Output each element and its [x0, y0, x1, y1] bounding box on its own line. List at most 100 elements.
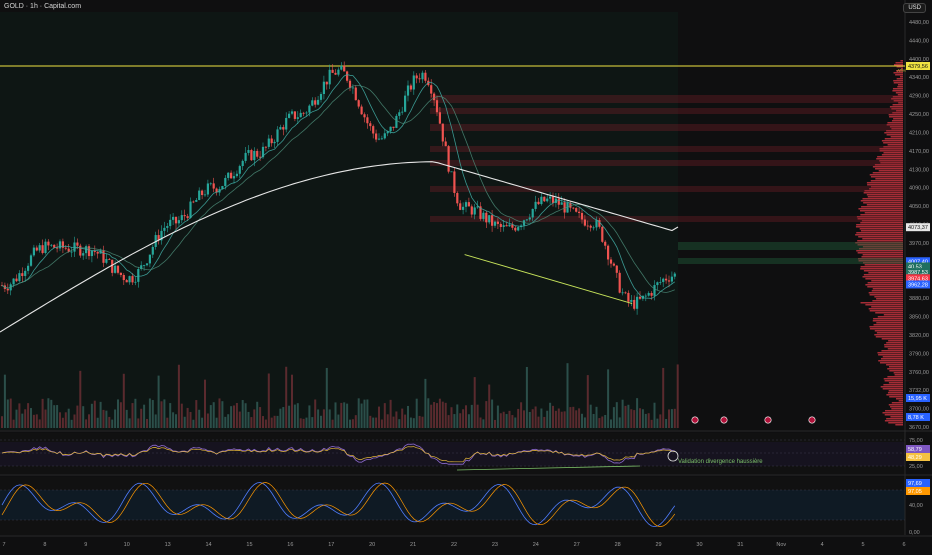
volume-profile-bar	[895, 92, 903, 94]
volume-profile-bar	[895, 424, 903, 426]
rsi-signal-line	[1, 446, 675, 463]
volume-bar	[88, 414, 90, 428]
candle-body	[241, 160, 244, 167]
candle-body	[583, 219, 586, 226]
candle-body	[44, 241, 47, 254]
candle-body	[82, 253, 85, 256]
candle-body	[595, 220, 598, 228]
volume-profile-bar	[868, 272, 903, 274]
volume-profile-bar	[893, 118, 903, 120]
volume-profile-bar	[888, 114, 903, 116]
volume-profile-bar	[896, 66, 903, 68]
candle-body	[534, 201, 537, 209]
volume-bar	[195, 400, 198, 428]
volume-profile-bar	[881, 140, 903, 142]
divergence-trendline	[464, 254, 633, 304]
candle-body	[491, 215, 494, 226]
volume-profile-bar	[891, 98, 903, 100]
candle-body	[473, 207, 476, 215]
volume-bar	[465, 405, 467, 428]
volume-profile-bar	[892, 96, 903, 98]
volume-bar	[415, 398, 418, 428]
candle-body	[372, 126, 375, 134]
candle-body	[636, 296, 639, 309]
candle-body	[93, 250, 96, 252]
volume-profile-bar	[882, 356, 903, 358]
candle-body	[485, 212, 488, 223]
volume-bar	[618, 417, 621, 428]
volume-profile-bar	[860, 230, 903, 232]
volume-bar	[612, 407, 615, 428]
stoch-band	[0, 490, 905, 520]
volume-bar	[673, 408, 676, 428]
volume-bar	[311, 417, 314, 428]
price-tag	[906, 268, 930, 277]
volume-profile-bar	[886, 394, 903, 396]
volume-profile-bar	[889, 370, 903, 372]
volume-profile-bar	[884, 132, 903, 134]
time-tick-label: 27	[574, 542, 580, 548]
candle-body	[70, 251, 73, 253]
volume-profile-bar	[889, 116, 903, 118]
volume-profile-bar	[897, 86, 903, 88]
volume-bar	[549, 402, 552, 428]
candle-body	[18, 273, 21, 282]
volume-bar	[215, 417, 218, 428]
price-tag-label: 3962,28	[908, 282, 928, 288]
currency-button[interactable]: USD	[903, 3, 926, 13]
volume-bar	[299, 418, 302, 428]
price-tick-label: 4290,00	[909, 94, 929, 100]
candle-body	[601, 226, 604, 242]
volume-profile-bar	[893, 372, 903, 374]
volume-bar	[117, 399, 119, 428]
volume-profile-bar	[863, 274, 903, 276]
candle-body	[392, 126, 395, 128]
candle-body	[111, 259, 114, 273]
volume-profile-bar	[860, 200, 903, 202]
price-tick-label: 3760,00	[909, 370, 929, 376]
volume-profile-bar	[865, 304, 903, 306]
time-tick-label: 28	[615, 542, 621, 548]
volume-profile-bar	[864, 190, 903, 192]
candle-body	[270, 138, 273, 144]
candle-body	[418, 78, 421, 80]
candle-body	[360, 106, 363, 115]
candle-body	[395, 115, 398, 128]
volume-bar	[641, 409, 644, 428]
candle-body	[404, 95, 407, 112]
time-tick-label: Nov	[776, 542, 786, 548]
volume-bar	[59, 412, 61, 428]
time-tick-label: 4	[821, 542, 824, 548]
volume-profile-bar	[876, 322, 903, 324]
candle-body	[122, 274, 125, 281]
volume-profile-bar	[895, 74, 903, 76]
rsi-band	[0, 442, 905, 466]
volume-profile-bar	[867, 184, 903, 186]
volume-bar	[154, 414, 157, 428]
candle-body	[38, 245, 41, 251]
volume-profile-bar	[858, 260, 903, 262]
candle-body	[578, 211, 581, 213]
volume-bar	[375, 417, 378, 428]
candle-body	[650, 293, 653, 296]
price-tag	[906, 274, 930, 283]
volume-profile-bar	[858, 236, 903, 238]
candle-body	[253, 150, 256, 161]
price-tick-label: 3732,00	[909, 388, 929, 394]
volume-profile-bar	[880, 362, 903, 364]
volume-bar	[119, 402, 122, 428]
candle-body	[114, 265, 117, 273]
candle-body	[598, 220, 601, 227]
volume-profile-bar	[887, 392, 903, 394]
stoch-tag-label: 97,05	[908, 489, 922, 495]
candle-body	[502, 225, 505, 227]
volume-profile-bar	[874, 330, 903, 332]
support-zone	[678, 258, 903, 264]
candle-body	[79, 245, 82, 256]
candle-body	[406, 85, 410, 96]
volume-bar	[122, 373, 125, 428]
price-tag-label: 3987,53	[908, 270, 928, 276]
volume-bar	[595, 406, 598, 428]
